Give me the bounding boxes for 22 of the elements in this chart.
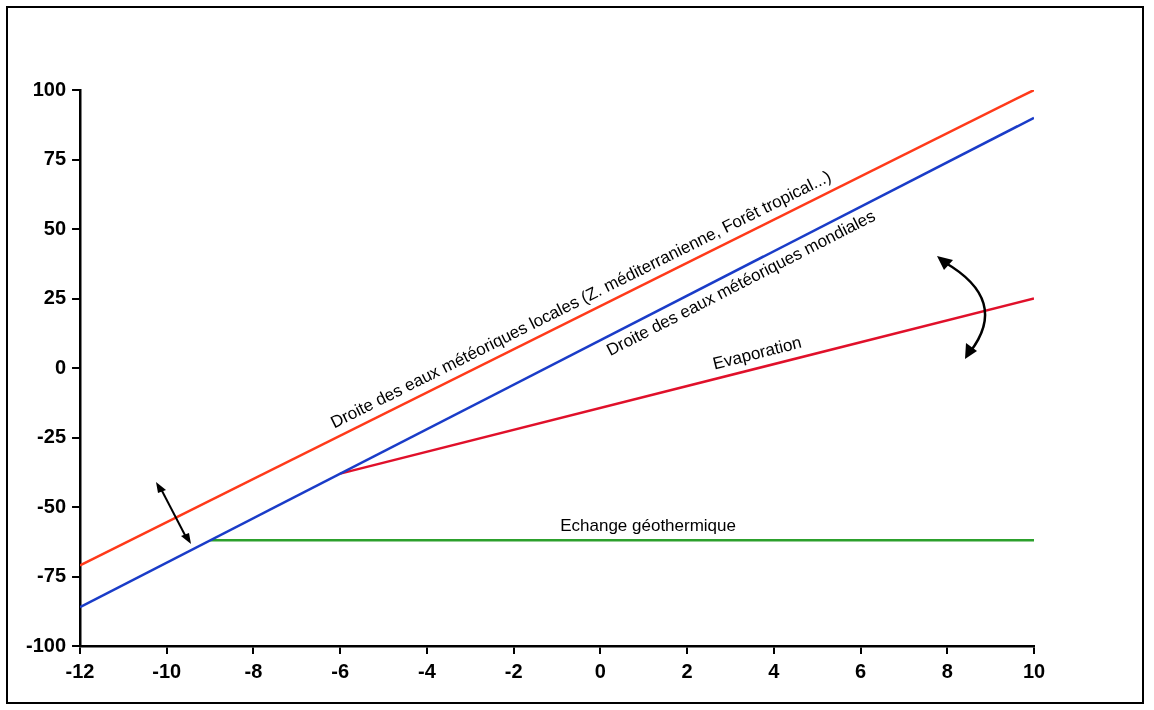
x-tick-label: -10 xyxy=(152,659,182,682)
y-tick-label: -50 xyxy=(37,494,67,517)
x-tick-label: 0 xyxy=(594,659,606,682)
x-tick-label: -6 xyxy=(331,659,350,682)
y-tick-label: -100 xyxy=(26,633,67,656)
x-tick-label: 8 xyxy=(941,659,953,682)
x-tick-label: 6 xyxy=(854,659,867,682)
y-tick-label: 25 xyxy=(43,286,67,309)
x-tick-label: 4 xyxy=(768,659,781,682)
y-tick-label: 75 xyxy=(43,147,67,170)
x-tick-label: 2 xyxy=(681,659,693,682)
x-tick-label: -2 xyxy=(504,659,523,682)
x-tick-label: -12 xyxy=(65,659,95,682)
x-tick-label: -8 xyxy=(244,659,263,682)
y-tick-label: 100 xyxy=(32,77,67,100)
annotation: Echange géothermique xyxy=(560,516,736,536)
y-tick-label: -75 xyxy=(37,564,67,587)
y-tick-label: 50 xyxy=(43,216,67,239)
x-tick-label: -4 xyxy=(418,659,437,682)
y-tick-label: -25 xyxy=(37,425,67,448)
y-tick-label: 0 xyxy=(54,355,67,378)
x-tick-label: 10 xyxy=(1022,659,1046,682)
